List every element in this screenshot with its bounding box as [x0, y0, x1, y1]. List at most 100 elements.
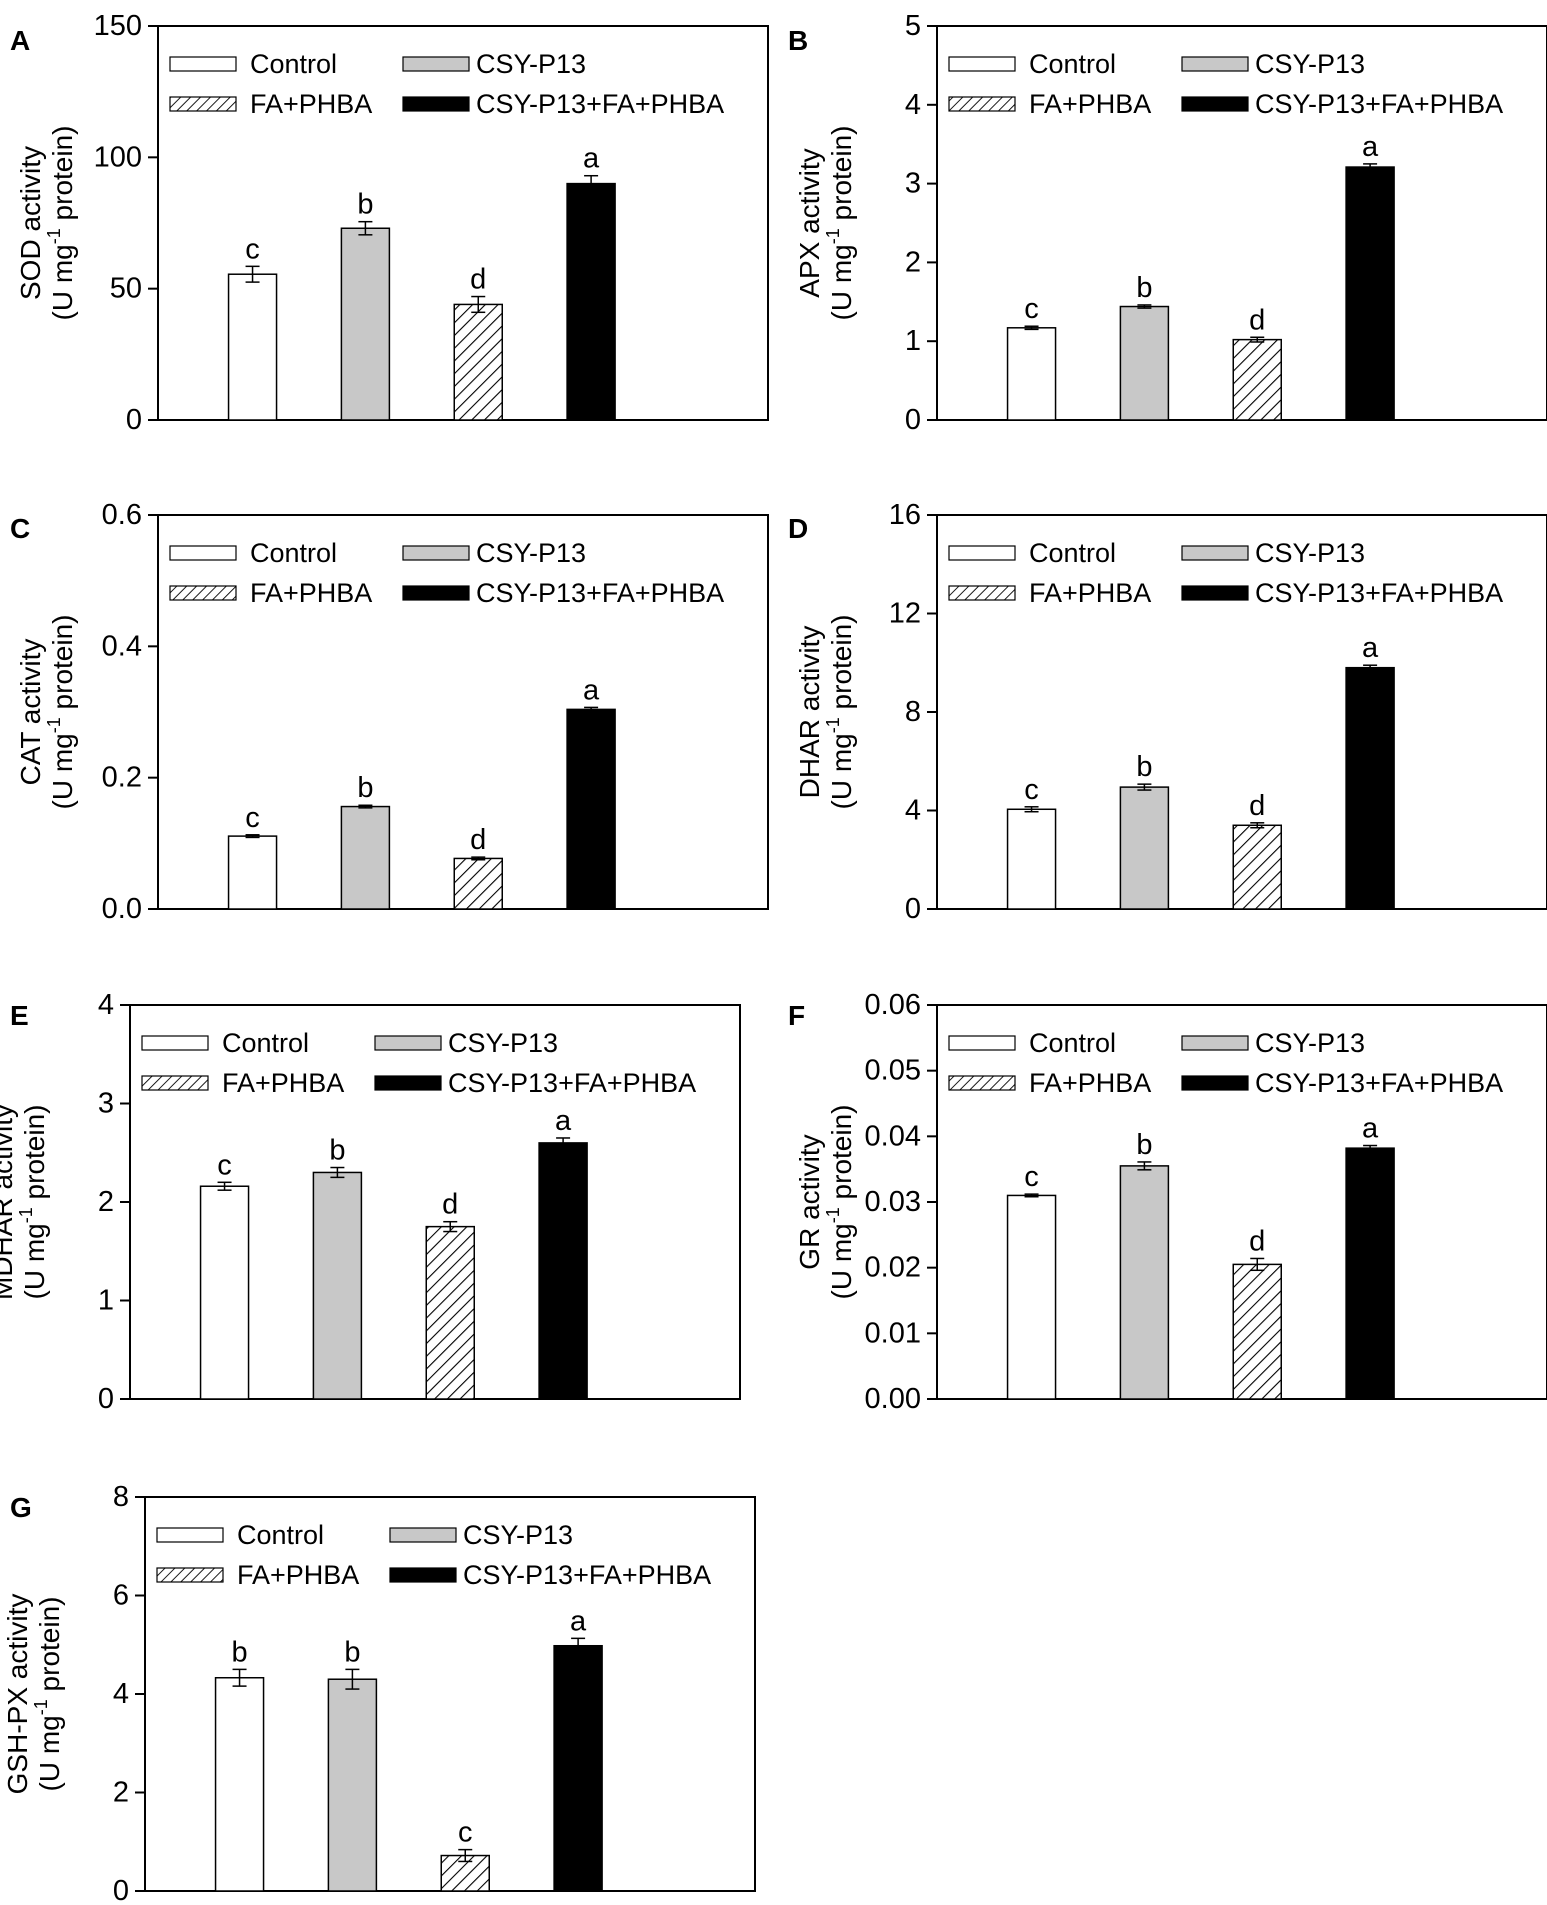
panel-d: D 0 4 8 12 16 DHAR activity (U mg-1 protein) c b d…: [788, 499, 1547, 925]
legend-label: FA+PHBA: [1029, 89, 1151, 119]
legend: Control CSY-P13 FA+PHBA CSY-P13+FA+PHBA: [948, 538, 1503, 608]
significance-letter: c: [217, 1149, 232, 1181]
legend-swatch: [948, 1035, 1016, 1051]
error-bar: [232, 1668, 247, 1687]
legend: Control CSY-P13 FA+PHBA CSY-P13+FA+PHBA: [156, 1520, 711, 1590]
y-tick-label: 3: [98, 1088, 114, 1120]
legend-label: CSY-P13+FA+PHBA: [448, 1068, 696, 1098]
bar-fa: [1232, 824, 1282, 910]
error-bar: [1363, 1144, 1378, 1152]
y-tick-label: 0.0: [102, 893, 142, 925]
significance-letter: b: [1136, 1129, 1152, 1161]
bar-combo: [566, 182, 616, 421]
y-tick-label: 100: [94, 141, 142, 173]
legend-item-fa: FA+PHBA: [948, 578, 1151, 608]
panel-label: C: [10, 513, 30, 544]
legend-label: CSY-P13: [463, 1520, 573, 1550]
error-bar: [584, 174, 599, 193]
error-bar: [358, 804, 373, 809]
y-tick-label: 0.04: [865, 1120, 921, 1152]
significance-letter: c: [458, 1817, 473, 1849]
panel-label: G: [10, 1492, 32, 1523]
bar-combo: [553, 1644, 603, 1892]
error-bar: [345, 1668, 360, 1690]
error-bar: [471, 856, 486, 861]
legend-label: Control: [1029, 1028, 1116, 1058]
legend-swatch: [402, 585, 470, 601]
y-tick-label: 2: [98, 1186, 114, 1218]
panel-label: A: [10, 25, 30, 56]
legend-label: CSY-P13: [1255, 49, 1365, 79]
legend-swatch: [374, 1075, 442, 1091]
significance-letter: d: [1249, 1225, 1265, 1257]
legend-item-combo: CSY-P13+FA+PHBA: [402, 89, 724, 119]
legend-label: CSY-P13+FA+PHBA: [463, 1560, 711, 1590]
legend-swatch: [169, 545, 237, 561]
legend-item-fa: FA+PHBA: [948, 1068, 1151, 1098]
legend-swatch: [1181, 545, 1249, 561]
bar-csy: [1119, 305, 1170, 421]
legend-item-fa: FA+PHBA: [169, 89, 372, 119]
y-axis-label: SOD activity: [15, 146, 46, 300]
y-tick-label: 0.2: [102, 762, 142, 794]
legend-item-fa: FA+PHBA: [948, 89, 1151, 119]
y-tick-label: 4: [98, 989, 114, 1021]
legend-item-combo: CSY-P13+FA+PHBA: [1181, 89, 1503, 119]
significance-letter: a: [555, 1105, 572, 1137]
error-bar: [245, 834, 260, 839]
legend-label: CSY-P13+FA+PHBA: [1255, 89, 1503, 119]
y-tick-label: 0.03: [865, 1186, 921, 1218]
legend-item-csy: CSY-P13: [1181, 538, 1365, 568]
legend-swatch: [1181, 96, 1249, 112]
y-tick-label: 0: [98, 1383, 114, 1415]
legend-swatch: [1181, 1035, 1249, 1051]
legend-item-control: Control: [948, 538, 1116, 568]
legend-item-csy: CSY-P13: [1181, 49, 1365, 79]
legend-label: CSY-P13: [1255, 1028, 1365, 1058]
legend: Control CSY-P13 FA+PHBA CSY-P13+FA+PHBA: [169, 538, 724, 608]
significance-letter: b: [1136, 751, 1152, 783]
legend-label: Control: [222, 1028, 309, 1058]
bar-csy: [327, 1678, 378, 1892]
y-axis-label: GSH-PX activity: [2, 1594, 33, 1795]
significance-letter: d: [442, 1189, 458, 1221]
panel-c: C 0.0 0.2 0.4 0.6 CAT activity (U mg-1 protein…: [10, 499, 769, 925]
y-tick-label: 3: [905, 168, 921, 200]
legend-item-fa: FA+PHBA: [156, 1560, 359, 1590]
bar-combo: [538, 1142, 588, 1400]
bar-combo: [1345, 1147, 1395, 1400]
significance-letter: a: [583, 143, 600, 175]
legend-label: CSY-P13: [448, 1028, 558, 1058]
y-tick-label: 4: [905, 795, 921, 827]
legend-label: Control: [250, 538, 337, 568]
error-bar: [443, 1220, 458, 1233]
legend-item-combo: CSY-P13+FA+PHBA: [402, 578, 724, 608]
significance-letter: c: [245, 802, 260, 834]
legend-item-csy: CSY-P13: [374, 1028, 558, 1058]
legend-label: FA+PHBA: [1029, 1068, 1151, 1098]
significance-letter: c: [245, 233, 260, 265]
y-axis-label-unit: (U mg-1 protein): [823, 126, 857, 321]
y-tick-label: 150: [94, 10, 142, 42]
y-tick-label: 0.6: [102, 499, 142, 531]
y-tick-label: 50: [110, 273, 142, 305]
y-tick-label: 2: [905, 246, 921, 278]
y-tick-label: 8: [113, 1481, 129, 1513]
legend-item-control: Control: [169, 49, 337, 79]
bar-control: [1006, 1194, 1057, 1400]
y-tick-label: 1: [905, 325, 921, 357]
legend: Control CSY-P13 FA+PHBA CSY-P13+FA+PHBA: [948, 1028, 1503, 1098]
error-bar: [217, 1181, 232, 1191]
y-axis-label-unit: (U mg-1 protein): [823, 615, 857, 810]
bar-csy: [312, 1171, 363, 1400]
y-tick-label: 5: [905, 10, 921, 42]
error-bar: [571, 1637, 586, 1654]
significance-letter: d: [1249, 790, 1265, 822]
y-axis-label: DHAR activity: [794, 626, 825, 799]
legend-item-fa: FA+PHBA: [141, 1068, 344, 1098]
bar-control: [1006, 327, 1057, 421]
legend: Control CSY-P13 FA+PHBA CSY-P13+FA+PHBA: [169, 49, 724, 119]
error-bar: [1363, 163, 1378, 171]
